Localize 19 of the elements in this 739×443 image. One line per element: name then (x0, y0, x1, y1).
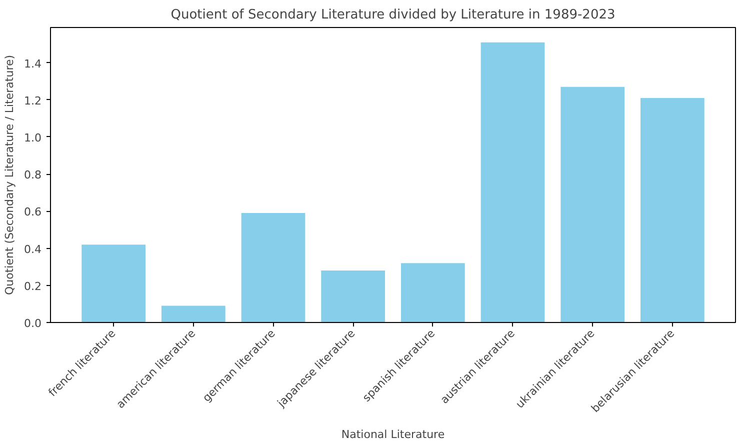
bar (82, 244, 146, 322)
y-tick-label: 0.8 (24, 168, 42, 182)
y-tick-label: 0.6 (24, 206, 42, 219)
y-axis-title: Quotient (Secondary Literature / Literature) (3, 54, 16, 296)
bar (480, 42, 545, 322)
y-tick-label: 0.0 (24, 317, 42, 330)
bar (560, 86, 625, 322)
chart-title: Quotient of Secondary Literature divided by Literature in 1989-2023 (170, 8, 616, 22)
bar (161, 306, 226, 322)
bar (400, 263, 465, 322)
y-tick-label: 0.2 (24, 280, 42, 293)
x-axis-title: National Literature (341, 428, 445, 441)
bar (640, 98, 704, 322)
bar (241, 213, 306, 322)
y-tick-label: 1.4 (24, 57, 42, 70)
bar (321, 270, 386, 322)
y-tick-label: 1.0 (24, 131, 42, 144)
y-tick-label: 0.4 (24, 242, 42, 256)
y-tick-label: 1.2 (24, 94, 42, 108)
